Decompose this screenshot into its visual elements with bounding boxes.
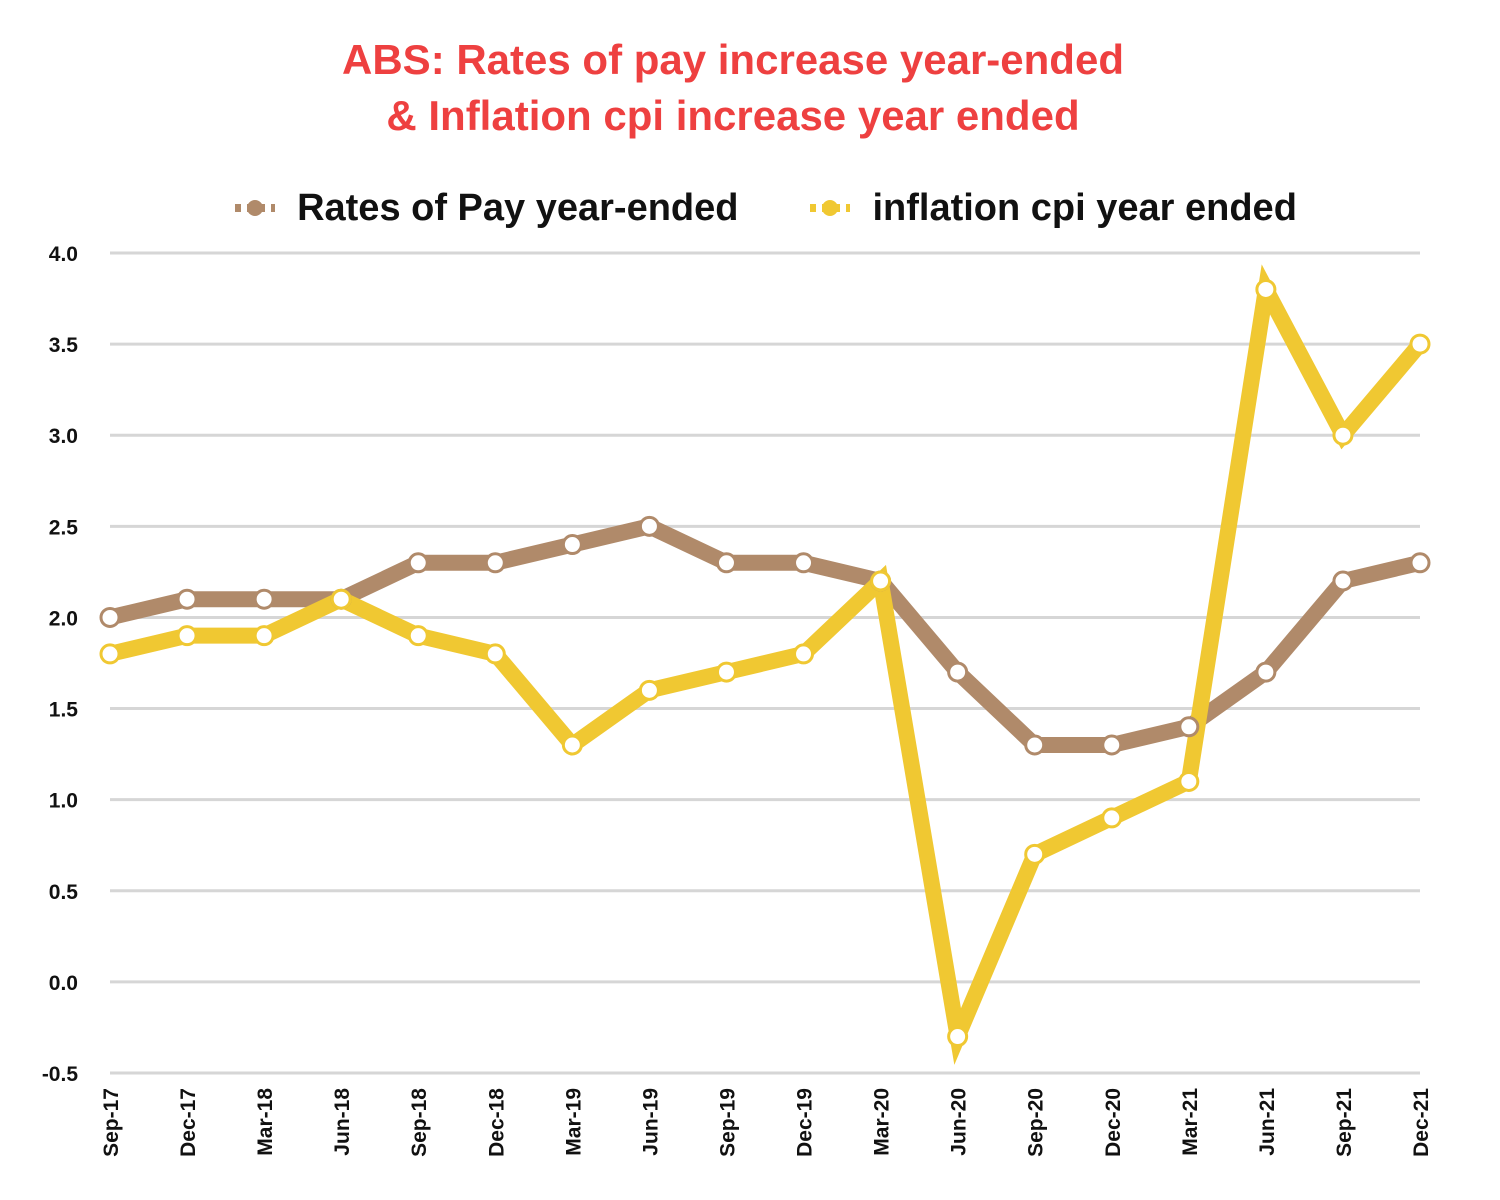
legend-label-pay: Rates of Pay year-ended	[297, 186, 739, 229]
data-point-pay	[484, 552, 506, 574]
y-tick-label: 0.0	[49, 972, 78, 995]
y-tick-label: 3.5	[49, 334, 79, 357]
data-point-pay	[1101, 734, 1123, 756]
data-point-pay	[561, 534, 583, 556]
x-tick-label: Mar-21	[1179, 1088, 1202, 1156]
x-tick-label: Jun-20	[948, 1088, 971, 1156]
data-point-cpi	[1178, 770, 1200, 792]
x-tick-label: Jun-21	[1256, 1088, 1279, 1156]
y-tick-label: 1.5	[49, 699, 79, 722]
data-point-pay	[99, 606, 121, 628]
x-tick-label: Sep-17	[100, 1088, 123, 1157]
series-line-cpi	[108, 264, 1427, 1065]
y-tick-label: 2.0	[49, 607, 78, 630]
x-tick-label: Mar-19	[562, 1088, 585, 1156]
x-tick-label: Jun-18	[331, 1088, 354, 1156]
data-point-pay	[638, 515, 660, 537]
legend-swatch-cpi	[810, 200, 851, 216]
chart-title-line-2: & Inflation cpi increase year ended	[386, 92, 1080, 139]
legend-swatch-pay	[235, 200, 276, 216]
data-point-pay	[1409, 552, 1431, 574]
data-point-cpi	[99, 643, 121, 665]
data-point-pay	[176, 588, 198, 610]
data-point-pay	[253, 588, 275, 610]
legend-label-cpi: inflation cpi year ended	[872, 186, 1297, 229]
series-markers	[99, 278, 1431, 1048]
data-point-cpi	[561, 734, 583, 756]
series-lines	[108, 264, 1427, 1065]
data-point-pay	[407, 552, 429, 574]
data-point-pay	[1178, 716, 1200, 738]
x-tick-label: Dec-17	[177, 1088, 200, 1157]
data-point-cpi	[870, 570, 892, 592]
x-tick-label: Mar-20	[871, 1088, 894, 1156]
x-tick-label: Sep-21	[1333, 1088, 1356, 1157]
data-point-pay	[1255, 661, 1277, 683]
x-tick-label: Mar-18	[254, 1088, 277, 1156]
y-tick-label: -0.5	[42, 1063, 79, 1086]
y-tick-label: 3.0	[49, 425, 78, 448]
data-point-pay	[1024, 734, 1046, 756]
data-point-cpi	[1101, 807, 1123, 829]
x-tick-label: Dec-20	[1102, 1088, 1125, 1157]
data-point-pay	[1332, 570, 1354, 592]
data-point-pay	[793, 552, 815, 574]
x-tick-label: Dec-19	[794, 1088, 817, 1157]
chart-title: ABS: Rates of pay increase year-ended & …	[0, 32, 1466, 144]
data-point-cpi	[176, 625, 198, 647]
data-point-pay	[715, 552, 737, 574]
x-tick-label: Sep-18	[408, 1088, 431, 1157]
legend-item-cpi: inflation cpi year ended	[808, 186, 1297, 230]
x-tick-label: Dec-18	[485, 1088, 508, 1157]
data-point-cpi	[715, 661, 737, 683]
data-point-cpi	[407, 625, 429, 647]
y-tick-label: 4.0	[49, 243, 78, 266]
data-point-cpi	[1255, 278, 1277, 300]
legend: Rates of Pay year-ended inflation cpi ye…	[0, 180, 1500, 236]
y-axis-ticks: 4.0 3.5 3.0 2.5 2.0 1.5 1.0 0.5 0.0 -0.5	[42, 243, 79, 1086]
y-tick-label: 2.5	[49, 516, 79, 539]
data-point-cpi	[947, 1026, 969, 1048]
data-point-cpi	[1332, 424, 1354, 446]
x-tick-label: Jun-19	[639, 1088, 662, 1156]
legend-item-pay: Rates of Pay year-ended	[233, 187, 738, 230]
y-tick-label: 0.5	[49, 881, 79, 904]
data-point-cpi	[638, 679, 660, 701]
data-point-cpi	[1024, 843, 1046, 865]
data-point-cpi	[793, 643, 815, 665]
x-axis-ticks: Sep-17 Dec-17 Mar-18 Jun-18 Sep-18 Dec-18 Mar-…	[100, 1088, 1433, 1157]
x-tick-label: Sep-20	[1025, 1088, 1048, 1157]
gridlines	[110, 251, 1420, 1075]
data-point-cpi	[330, 588, 352, 610]
data-point-pay	[947, 661, 969, 683]
data-point-cpi	[1409, 333, 1431, 355]
chart-title-line-1: ABS: Rates of pay increase year-ended	[342, 36, 1124, 83]
data-point-cpi	[253, 625, 275, 647]
data-point-cpi	[484, 643, 506, 665]
x-tick-label: Dec-21	[1410, 1088, 1433, 1157]
x-tick-label: Sep-19	[716, 1088, 739, 1157]
y-tick-label: 1.0	[49, 790, 78, 813]
